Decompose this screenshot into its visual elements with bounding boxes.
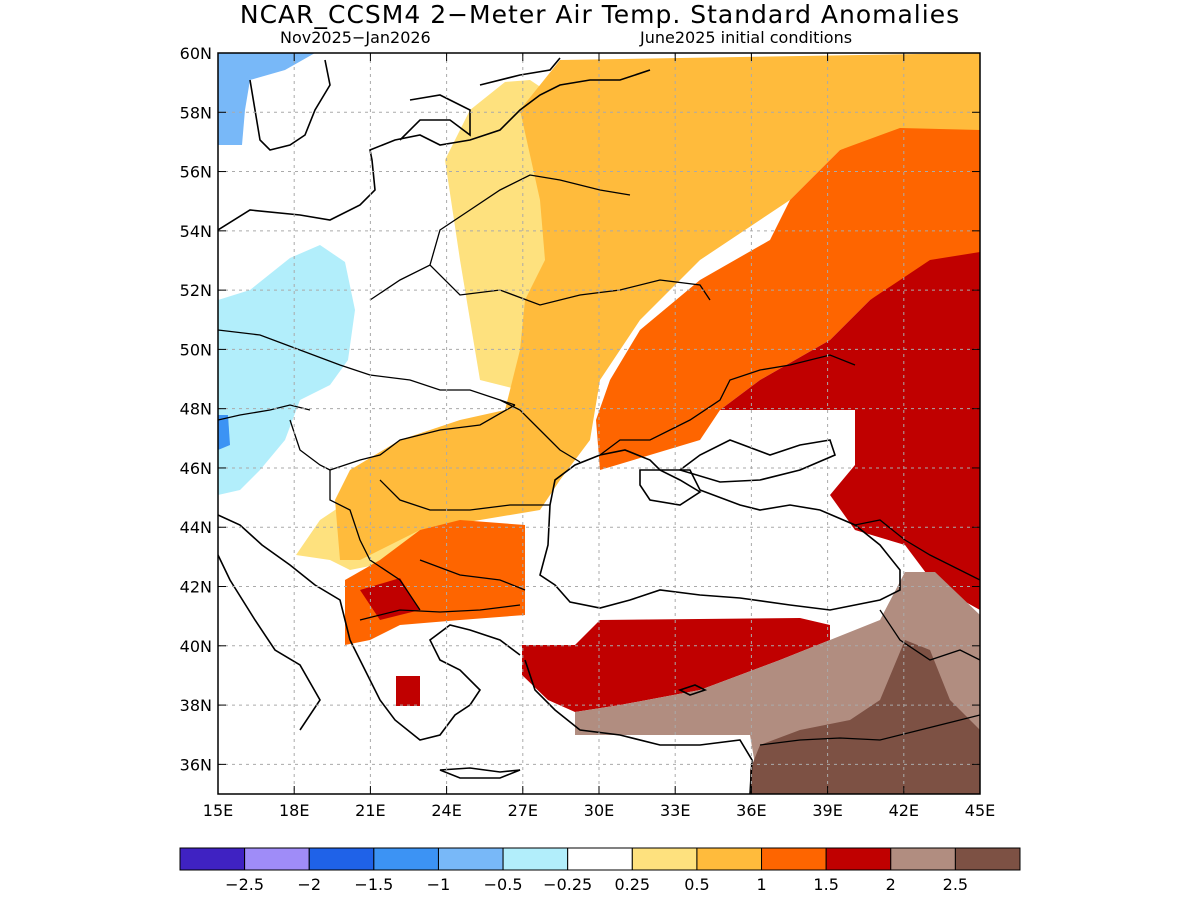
colorbar: −2.5 −2 −1.5 −1 −0.5 −0.25 0.25 0.5 1 1.5 2 2.5 — [179, 847, 1021, 894]
lon-label: 18E — [279, 801, 309, 820]
lat-label: 46N — [180, 459, 212, 478]
border-line — [379, 479, 550, 511]
finland-coast — [479, 57, 561, 86]
border-line — [329, 470, 421, 611]
colorbar-label: −1 — [427, 875, 451, 894]
colorbar-swatch — [179, 847, 246, 871]
lon-label: 39E — [812, 801, 842, 820]
anomaly-region-2 — [720, 252, 980, 610]
anomaly-region-0.5 — [296, 80, 580, 570]
lat-label: 38N — [180, 696, 212, 715]
colorbar-swatch — [373, 847, 439, 871]
lat-label: 58N — [180, 103, 212, 122]
colorbar-swatch — [437, 847, 504, 871]
border-line — [359, 604, 521, 621]
colorbar-swatch — [825, 847, 892, 871]
black-sea-coast — [539, 449, 901, 611]
colorbar-swatch — [890, 847, 956, 871]
lon-label: 21E — [355, 801, 385, 820]
chart-title: NCAR_CCSM4 2−Meter Air Temp. Standard An… — [239, 0, 961, 29]
anomaly-region-3 — [750, 640, 980, 794]
lat-label: 40N — [180, 637, 212, 656]
anomaly-region-neg0.25 — [218, 245, 355, 495]
colorbar-swatch — [308, 847, 375, 871]
greece-coast — [349, 624, 521, 741]
colorbar-swatch — [631, 847, 698, 871]
map-axes: 15E 18E 21E 24E 27E 30E 33E 36E 39E 42E 45E 60N 58N 5… — [180, 44, 996, 820]
colorbar-swatch — [567, 847, 633, 871]
lat-label: 60N — [180, 44, 212, 63]
initial-conditions: June2025 initial conditions — [640, 28, 853, 47]
colorbar-label: −0.5 — [484, 875, 523, 894]
colorbar-label: −2 — [297, 875, 321, 894]
colorbar-swatch — [502, 847, 569, 871]
gulf-of-riga — [399, 94, 471, 141]
colorbar-swatch — [954, 847, 1021, 871]
forecast-period: Nov2025−Jan2026 — [280, 28, 431, 47]
colorbar-label: 0.25 — [614, 875, 650, 894]
border-line — [759, 714, 980, 746]
anomaly-region-neg1 — [218, 415, 230, 450]
colorbar-label: 2.5 — [943, 875, 968, 894]
border-line — [329, 404, 516, 471]
lat-label: 50N — [180, 340, 212, 359]
colorbar-label: 1.5 — [813, 875, 838, 894]
azov-coast — [678, 439, 836, 483]
lon-label: 36E — [736, 801, 766, 820]
anomaly-region-1 — [335, 53, 980, 560]
cyprus-coast — [677, 684, 708, 696]
colorbar-label: −0.25 — [543, 875, 592, 894]
crete-coast — [439, 767, 521, 779]
lon-label: 30E — [584, 801, 614, 820]
lat-label: 42N — [180, 578, 212, 597]
lon-label: 42E — [889, 801, 919, 820]
lat-label: 52N — [180, 281, 212, 300]
lat-label: 36N — [180, 755, 212, 774]
lat-label: 48N — [180, 400, 212, 419]
border-line — [854, 519, 980, 581]
lat-label: 44N — [180, 518, 212, 537]
colorbar-label: −2.5 — [225, 875, 264, 894]
anomaly-region-neg0.5 — [218, 53, 315, 145]
adriatic-coast — [218, 514, 351, 641]
border-line — [419, 559, 526, 591]
crimea-coast — [639, 469, 702, 506]
border-line — [879, 609, 980, 661]
turkey-coast — [524, 659, 753, 794]
lon-label: 24E — [431, 801, 461, 820]
border-line — [218, 329, 516, 406]
lat-label: 56N — [180, 163, 212, 182]
lon-label: 33E — [660, 801, 690, 820]
baltic-coast — [218, 69, 651, 231]
graticule — [218, 53, 980, 794]
anomaly-shading — [218, 53, 980, 794]
colorbar-label: 1 — [756, 875, 766, 894]
lon-label: 27E — [508, 801, 538, 820]
colorbar-swatch — [761, 847, 827, 871]
anomaly-region-1.5 — [596, 128, 980, 470]
scandinavia-coast — [249, 59, 331, 151]
colorbar-label: −1.5 — [354, 875, 393, 894]
border-line — [429, 174, 631, 266]
anomaly-region-2 — [396, 676, 420, 706]
lon-label: 15E — [203, 801, 233, 820]
colorbar-label: 2 — [886, 875, 896, 894]
italy-coast — [218, 554, 321, 731]
border-line — [289, 419, 331, 471]
lon-label: 45E — [965, 801, 995, 820]
border-line — [599, 354, 856, 456]
colorbar-label: 0.5 — [684, 875, 709, 894]
border-line — [218, 404, 311, 421]
lat-label: 54N — [180, 222, 212, 241]
colorbar-swatch — [696, 847, 763, 871]
border-line — [369, 264, 711, 306]
colorbar-swatch — [244, 847, 310, 871]
